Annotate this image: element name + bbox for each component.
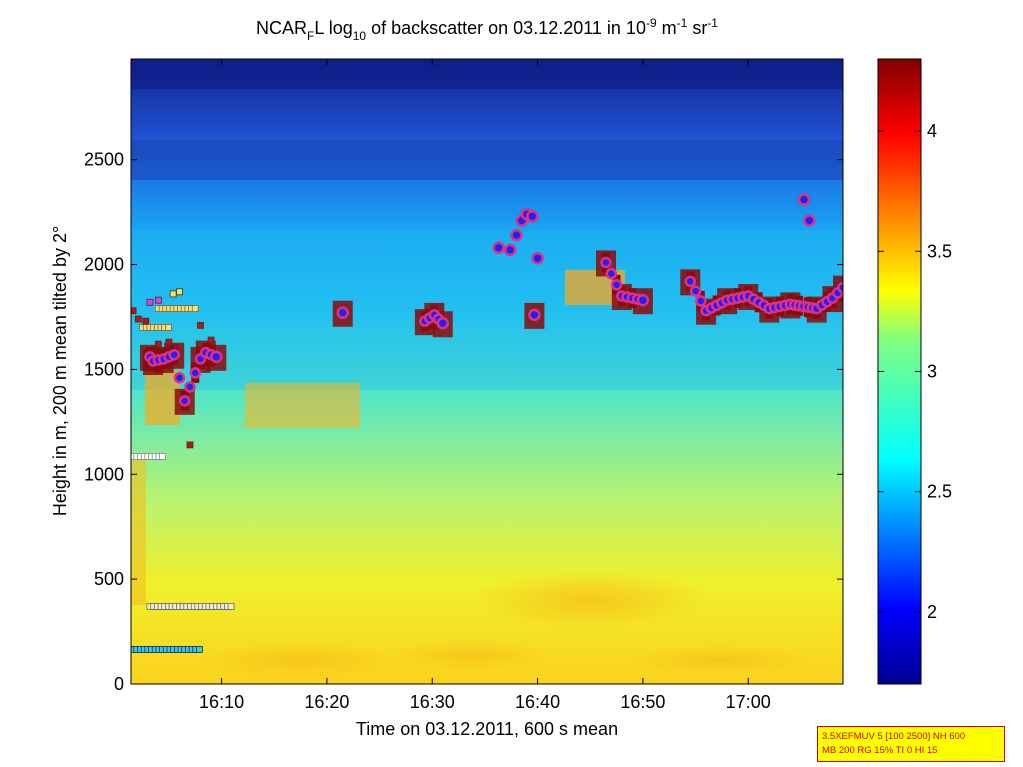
chart-title: NCARFL log10 of backscatter on 03.12.201… — [256, 16, 718, 43]
y-axis-label: Height in m, 200 m mean tilted by 2° — [50, 226, 70, 516]
upper-cloud-point — [503, 243, 517, 257]
upper-cloud-points — [492, 193, 816, 265]
y-tick-label: 2500 — [84, 150, 124, 170]
x-axis-label: Time on 03.12.2011, 600 s mean — [356, 719, 618, 739]
square-marker — [197, 321, 204, 329]
upper-cloud-point — [803, 214, 816, 227]
colorbar-tick-label: 2 — [927, 602, 937, 622]
square-marker — [186, 441, 194, 449]
y-tick-label: 0 — [114, 674, 124, 694]
cloud-point — [600, 256, 612, 269]
cloud-point — [189, 367, 201, 379]
info-line-2: MB 200 RG 15% TI 0 HI 15 — [822, 745, 938, 756]
square-marker — [196, 645, 203, 653]
upper-dark-band — [131, 59, 843, 89]
square-markers — [131, 288, 235, 653]
square-marker — [227, 602, 235, 610]
title-part-c: of backscatter on 03.12.2011 in 10 — [366, 18, 646, 38]
cloud-point — [605, 267, 618, 280]
plot-frame — [130, 58, 844, 685]
square-marker — [169, 290, 177, 298]
colorbar-ticks: 2 2.5 3 3.5 4 — [878, 121, 952, 622]
x-tick-label: 16:50 — [620, 692, 665, 712]
x-axis-ticks: 16:10 16:20 16:30 16:40 16:50 17:00 — [199, 59, 771, 712]
colorbar — [877, 58, 922, 685]
cloud-point — [684, 275, 697, 288]
x-tick-label: 16:10 — [199, 692, 244, 712]
title-sub-a: F — [307, 29, 314, 43]
info-line-1: 3.5XEFMUV 5 [100 2500] NH 600 — [822, 731, 966, 742]
title-part-d: m — [657, 18, 677, 38]
cloud-base-points — [144, 256, 843, 407]
y-axis-ticks: 0 500 1000 1500 2000 2500 — [84, 150, 843, 694]
cloud-point — [336, 306, 349, 320]
cloud-point — [184, 381, 196, 393]
cloud-point — [210, 350, 223, 364]
title-part-a: NCAR — [256, 18, 307, 38]
cloud-point — [837, 281, 843, 294]
square-marker — [207, 336, 215, 344]
cloud-point — [695, 295, 707, 307]
title-sup-e: -1 — [707, 16, 718, 30]
square-marker — [164, 324, 172, 331]
y-tick-label: 1000 — [84, 464, 124, 484]
cloud-point — [636, 293, 650, 307]
title-sup-c: -9 — [646, 16, 657, 30]
x-tick-label: 16:30 — [410, 692, 455, 712]
colorbar-tick-label: 4 — [927, 121, 937, 141]
square-marker — [154, 340, 162, 348]
cloud-point — [178, 395, 191, 407]
square-marker — [159, 453, 166, 460]
cloud-point — [610, 279, 623, 291]
upper-cloud-point — [526, 210, 539, 223]
square-marker — [131, 307, 137, 315]
x-tick-label: 16:20 — [304, 692, 349, 712]
plot-background — [131, 59, 843, 684]
cloud-point — [173, 372, 186, 384]
square-marker — [176, 288, 183, 296]
x-tick-label: 16:40 — [515, 692, 560, 712]
colorbar-tick-label: 3.5 — [927, 241, 952, 261]
square-marker — [134, 315, 142, 323]
colorbar-tick-label: 2.5 — [927, 482, 952, 502]
plot-field — [131, 59, 843, 684]
y-tick-label: 1500 — [84, 359, 124, 379]
square-marker — [191, 305, 199, 312]
y-tick-label: 2000 — [84, 255, 124, 275]
settings-info-box: 3.5XEFMUV 5 [100 2500] NH 600 MB 200 RG … — [817, 726, 1005, 762]
y-tick-label: 500 — [94, 569, 124, 589]
upper-cloud-point — [797, 193, 811, 206]
square-marker — [165, 338, 173, 346]
cloud-point — [436, 317, 450, 330]
cloud-point — [168, 348, 180, 361]
square-marker — [154, 296, 162, 304]
colorbar-tick-label: 3 — [927, 362, 937, 382]
x-tick-label: 17:00 — [726, 692, 771, 712]
title-part-b: L log — [314, 18, 352, 38]
cloud-point — [528, 308, 541, 322]
upper-cloud-point — [492, 241, 505, 255]
title-sub-b: 10 — [353, 29, 367, 43]
square-marker — [146, 298, 154, 306]
upper-cloud-point — [510, 228, 523, 242]
title-part-e: sr — [687, 18, 707, 38]
title-sup-d: -1 — [677, 16, 688, 30]
upper-cloud-point — [531, 251, 544, 265]
cloud-point — [689, 285, 702, 297]
square-marker — [142, 317, 150, 325]
